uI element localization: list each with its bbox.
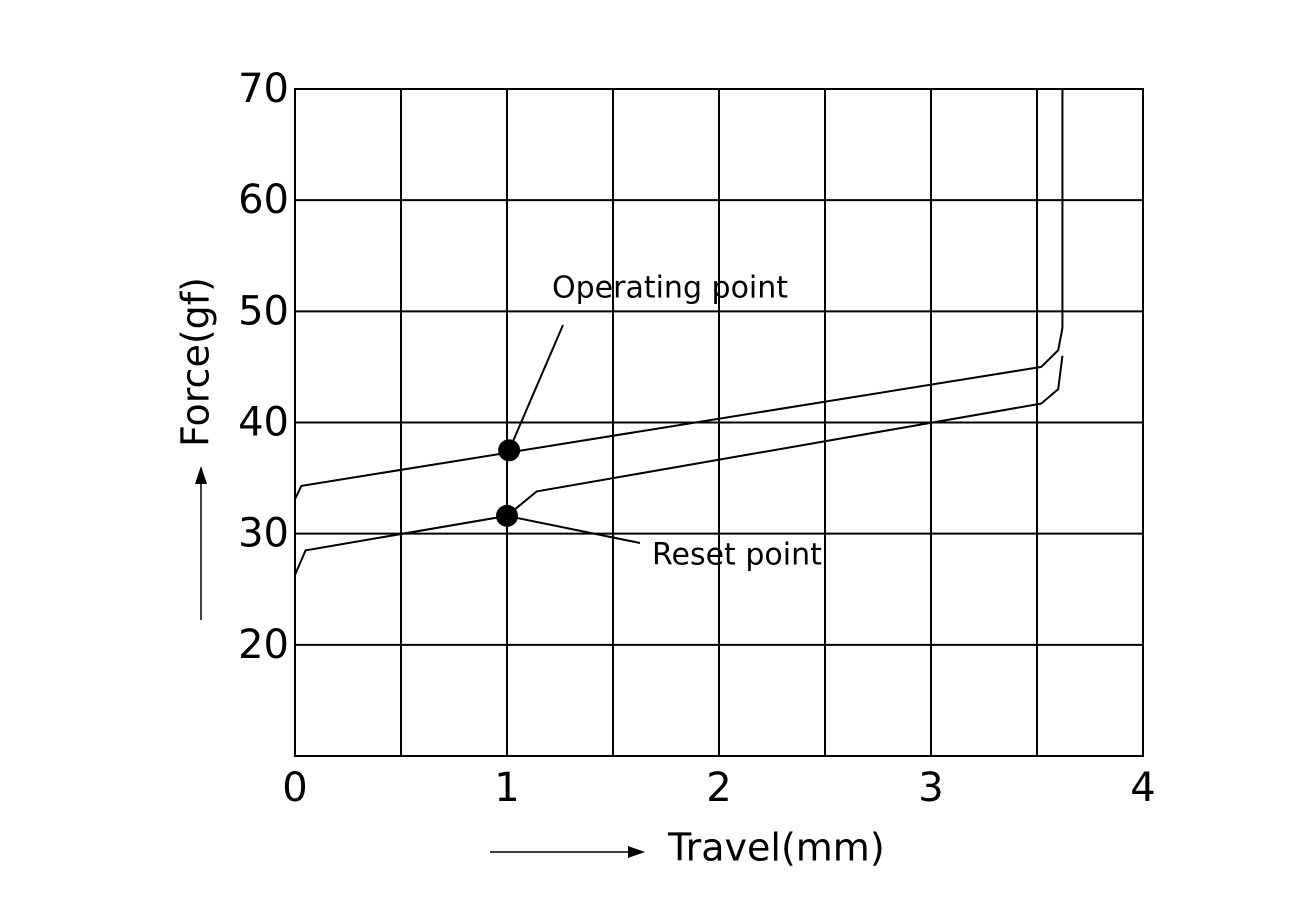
leader-line — [506, 514, 641, 544]
annotation-label: Operating point — [552, 271, 788, 306]
y-tick-label: 40 — [238, 400, 289, 446]
y-axis-label: Force(gf) — [174, 277, 218, 447]
y-tick-label: 20 — [238, 622, 289, 668]
x-tick-label: 1 — [494, 765, 519, 811]
y-tick-label: 30 — [238, 511, 289, 557]
y-tick-label: 70 — [238, 66, 289, 112]
annotation-point — [498, 439, 521, 462]
x-tick-label: 2 — [706, 765, 731, 811]
y-tick-label: 60 — [238, 177, 289, 223]
annotation-label: Reset point — [652, 538, 822, 573]
force-curve — [294, 89, 1064, 500]
y-arrow-head — [195, 466, 207, 484]
force-curve — [294, 355, 1064, 576]
leader-line — [508, 324, 564, 451]
x-tick-label: 3 — [918, 765, 943, 811]
x-tick-label: 0 — [282, 765, 307, 811]
x-axis-label: Travel(mm) — [667, 826, 885, 870]
y-tick-label: 50 — [238, 288, 289, 334]
annotation-point — [496, 504, 518, 527]
x-arrow-head — [628, 846, 645, 858]
x-tick-label: 4 — [1130, 765, 1155, 811]
